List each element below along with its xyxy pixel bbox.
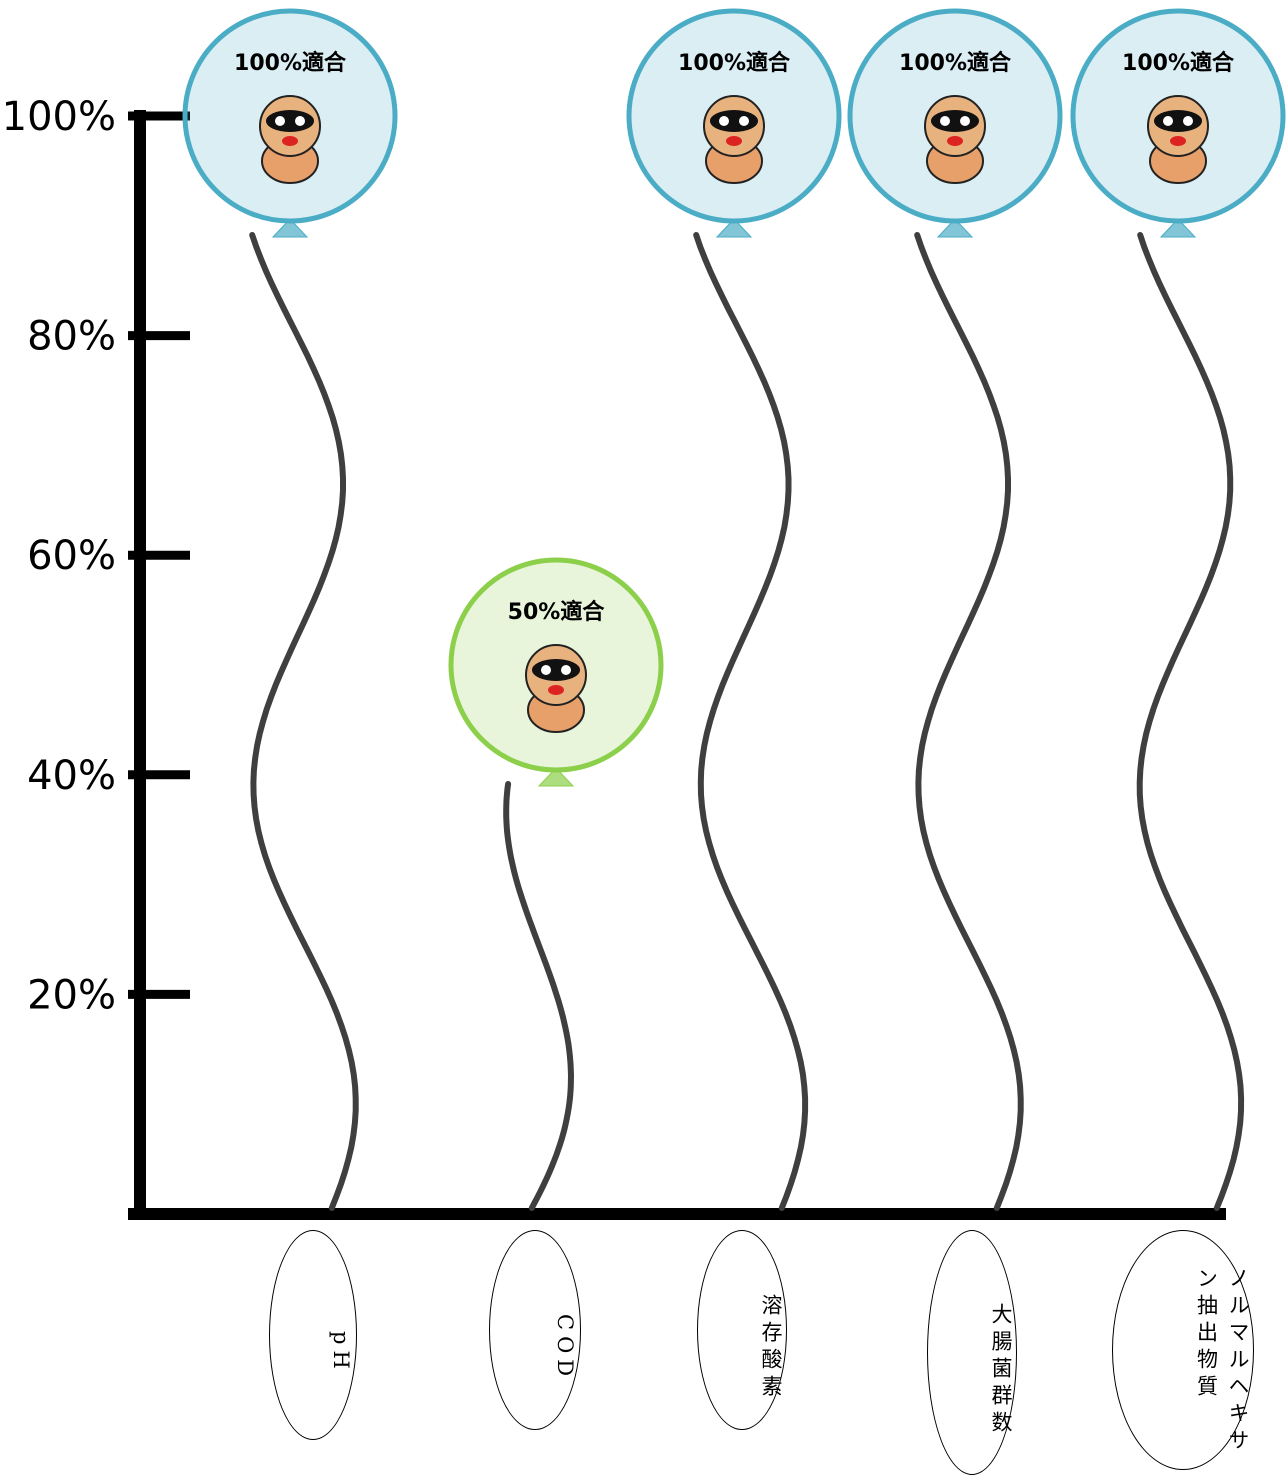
mascot-eye — [541, 665, 551, 675]
mascot-mouth — [947, 136, 963, 146]
mascot — [1147, 95, 1209, 184]
mascot-mouth — [282, 136, 298, 146]
string — [1136, 232, 1245, 1211]
mascot-mask — [710, 110, 758, 132]
mascot — [924, 95, 986, 184]
string — [503, 781, 575, 1211]
category-label: 大腸菌群数 — [927, 1230, 1017, 1475]
mascot-eye — [940, 116, 950, 126]
mascot-mask — [931, 110, 979, 132]
value-label: 100%適合 — [234, 50, 347, 76]
value-label: 100%適合 — [899, 50, 1012, 76]
y-tick-label: 60% — [27, 533, 116, 579]
y-tick-label: 80% — [27, 314, 116, 360]
mascot-mouth — [548, 685, 564, 695]
mascot-eye — [960, 116, 970, 126]
mascot-eye — [561, 665, 571, 675]
value-label: 100%適合 — [1122, 50, 1235, 76]
category-label: pH — [269, 1230, 357, 1440]
string — [249, 232, 359, 1211]
mascot-mouth — [726, 136, 742, 146]
mascot-eye — [719, 116, 729, 126]
mascot-mouth — [1170, 136, 1186, 146]
balloon-knot — [271, 218, 309, 238]
balloon-knot — [715, 218, 753, 238]
balloon-knot — [1159, 218, 1197, 238]
value-label: 100%適合 — [678, 50, 791, 76]
category-label: 溶存酸素 — [697, 1230, 787, 1430]
y-tick-label: 100% — [2, 94, 116, 140]
mascot-eye — [275, 116, 285, 126]
category-label: COD — [489, 1230, 581, 1430]
mascot-mask — [1154, 110, 1202, 132]
mascot-mask — [532, 659, 580, 681]
balloon-knot — [936, 218, 974, 238]
mascot-eye — [739, 116, 749, 126]
mascot — [525, 644, 587, 733]
balloon-knot — [537, 767, 575, 787]
mascot-mask — [266, 110, 314, 132]
y-tick-label: 40% — [27, 753, 116, 799]
mascot — [259, 95, 321, 184]
mascot — [703, 95, 765, 184]
value-label: 50%適合 — [508, 599, 606, 625]
mascot-eye — [1163, 116, 1173, 126]
y-tick-label: 20% — [27, 972, 116, 1018]
category-label: ノルマルヘキサン抽出物質 — [1112, 1230, 1254, 1470]
mascot-eye — [1183, 116, 1193, 126]
string — [693, 232, 809, 1211]
mascot-eye — [295, 116, 305, 126]
string — [914, 232, 1024, 1211]
